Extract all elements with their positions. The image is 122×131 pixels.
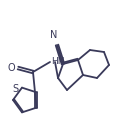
Text: S: S	[13, 84, 19, 94]
Text: HN: HN	[51, 56, 65, 66]
Text: O: O	[7, 63, 15, 73]
Text: N: N	[50, 30, 58, 40]
